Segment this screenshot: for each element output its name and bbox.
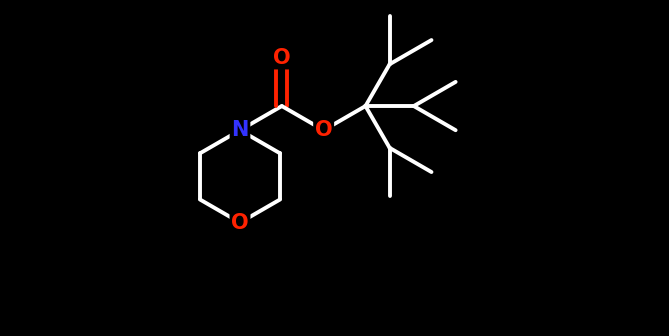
Text: O: O: [273, 48, 290, 68]
Text: O: O: [315, 120, 332, 140]
Text: N: N: [231, 120, 249, 140]
Text: O: O: [231, 213, 249, 233]
